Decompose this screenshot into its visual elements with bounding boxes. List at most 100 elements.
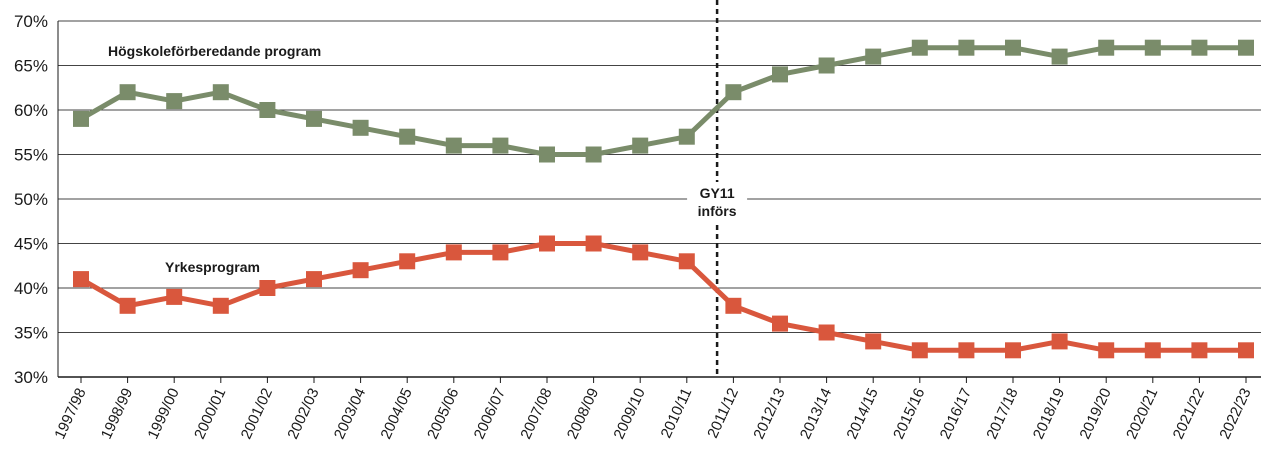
data-point (585, 146, 602, 163)
y-tick-label: 40% (14, 279, 48, 298)
x-tick-label: 2015/16 (890, 386, 928, 442)
data-point (1191, 342, 1208, 359)
y-tick-label: 70% (14, 12, 48, 31)
data-point (1238, 39, 1254, 56)
data-point (539, 235, 555, 252)
data-point (212, 84, 229, 101)
x-tick-label: 2017/18 (983, 386, 1021, 442)
x-tick-label: 2007/08 (517, 386, 555, 442)
x-tick-label: 2009/10 (610, 386, 648, 442)
data-point (119, 297, 136, 314)
data-point (352, 262, 369, 279)
x-tick-label: 2022/23 (1216, 386, 1254, 442)
y-axis-tick-labels: 30% 35% 40% 45% 50% 55% 60% 65% 70% (14, 12, 48, 387)
data-point (492, 244, 509, 261)
data-point (1098, 342, 1115, 359)
data-point (259, 102, 276, 118)
x-tick-label: 1998/99 (98, 386, 136, 442)
data-point (1051, 48, 1068, 65)
data-point (352, 119, 369, 136)
x-tick-label: 2016/17 (937, 386, 975, 442)
x-tick-label: 2005/06 (424, 386, 462, 442)
data-point (1238, 342, 1254, 359)
x-tick-label: 2021/22 (1170, 386, 1208, 442)
gy11-annotation: GY11 införs (687, 0, 748, 377)
x-tick-label: 2018/19 (1030, 386, 1068, 442)
data-point (306, 271, 322, 288)
data-point (865, 333, 882, 350)
data-point (678, 128, 695, 145)
data-point (119, 84, 136, 101)
annotation-text: införs (698, 203, 737, 219)
x-tick-label: 2020/21 (1123, 386, 1161, 442)
x-tick-label: 2012/13 (750, 386, 788, 442)
y-tick-label: 50% (14, 190, 48, 209)
x-tick-label: 2004/05 (377, 386, 415, 442)
data-point (772, 315, 788, 332)
data-point (911, 39, 928, 56)
data-point (865, 48, 882, 65)
x-tick-label: 2019/20 (1076, 386, 1114, 442)
y-tick-label: 35% (14, 324, 48, 343)
y-tick-label: 30% (14, 368, 48, 387)
data-point (632, 137, 649, 154)
y-tick-label: 65% (14, 57, 48, 76)
series-label: Högskoleförberedande program (108, 43, 321, 59)
y-tick-label: 45% (14, 235, 48, 254)
x-tick-label: 2001/02 (238, 386, 276, 442)
x-tick-label: 1997/98 (51, 386, 89, 442)
x-axis (57, 21, 1247, 383)
y-tick-label: 55% (14, 146, 48, 165)
data-point (73, 110, 89, 127)
series-group (73, 39, 1254, 359)
data-point (306, 110, 322, 127)
data-point (678, 253, 695, 270)
data-point (166, 93, 183, 110)
data-point (1005, 342, 1021, 359)
y-tick-label: 60% (14, 101, 48, 120)
x-tick-label: 2013/14 (797, 386, 835, 442)
data-point (1191, 39, 1208, 56)
x-tick-label: 2011/12 (704, 386, 742, 441)
series-labels: Högskoleförberedande program Yrkesprogram (108, 43, 321, 275)
data-point (259, 280, 276, 296)
annotation-background (687, 182, 748, 224)
data-point (399, 128, 416, 145)
data-point (1144, 39, 1161, 56)
data-point (585, 235, 602, 252)
annotation-text: GY11 (700, 185, 735, 201)
x-tick-label: 2000/01 (191, 386, 229, 442)
data-point (399, 253, 416, 270)
data-point (818, 57, 835, 74)
data-point (445, 137, 462, 154)
x-tick-label: 2010/11 (658, 386, 696, 441)
data-point (492, 137, 509, 154)
x-tick-label: 2008/09 (564, 386, 602, 442)
data-point (212, 297, 229, 314)
gridlines (58, 20, 1261, 378)
data-point (958, 342, 975, 359)
x-tick-label: 2014/15 (843, 386, 881, 442)
data-point (1005, 39, 1021, 56)
x-tick-label: 1999/00 (144, 386, 182, 442)
x-tick-label: 2006/07 (471, 386, 509, 442)
data-point (958, 39, 975, 56)
data-point (1144, 342, 1161, 359)
series-line (79, 45, 1246, 157)
data-point (911, 342, 928, 359)
x-tick-label: 2003/04 (331, 386, 369, 442)
x-tick-label: 2002/03 (284, 386, 322, 442)
data-point (772, 66, 788, 83)
data-point (725, 84, 742, 101)
data-point (1098, 39, 1115, 56)
data-point (166, 288, 183, 305)
data-point (725, 297, 742, 314)
data-point (539, 146, 555, 163)
data-point (818, 324, 835, 341)
data-point (1051, 333, 1068, 350)
x-axis-tick-labels: 1997/98 1998/99 1999/00 2000/01 2001/02 2002/… (51, 386, 1254, 442)
data-point (73, 271, 89, 288)
data-point (445, 244, 462, 261)
data-point (632, 244, 649, 261)
